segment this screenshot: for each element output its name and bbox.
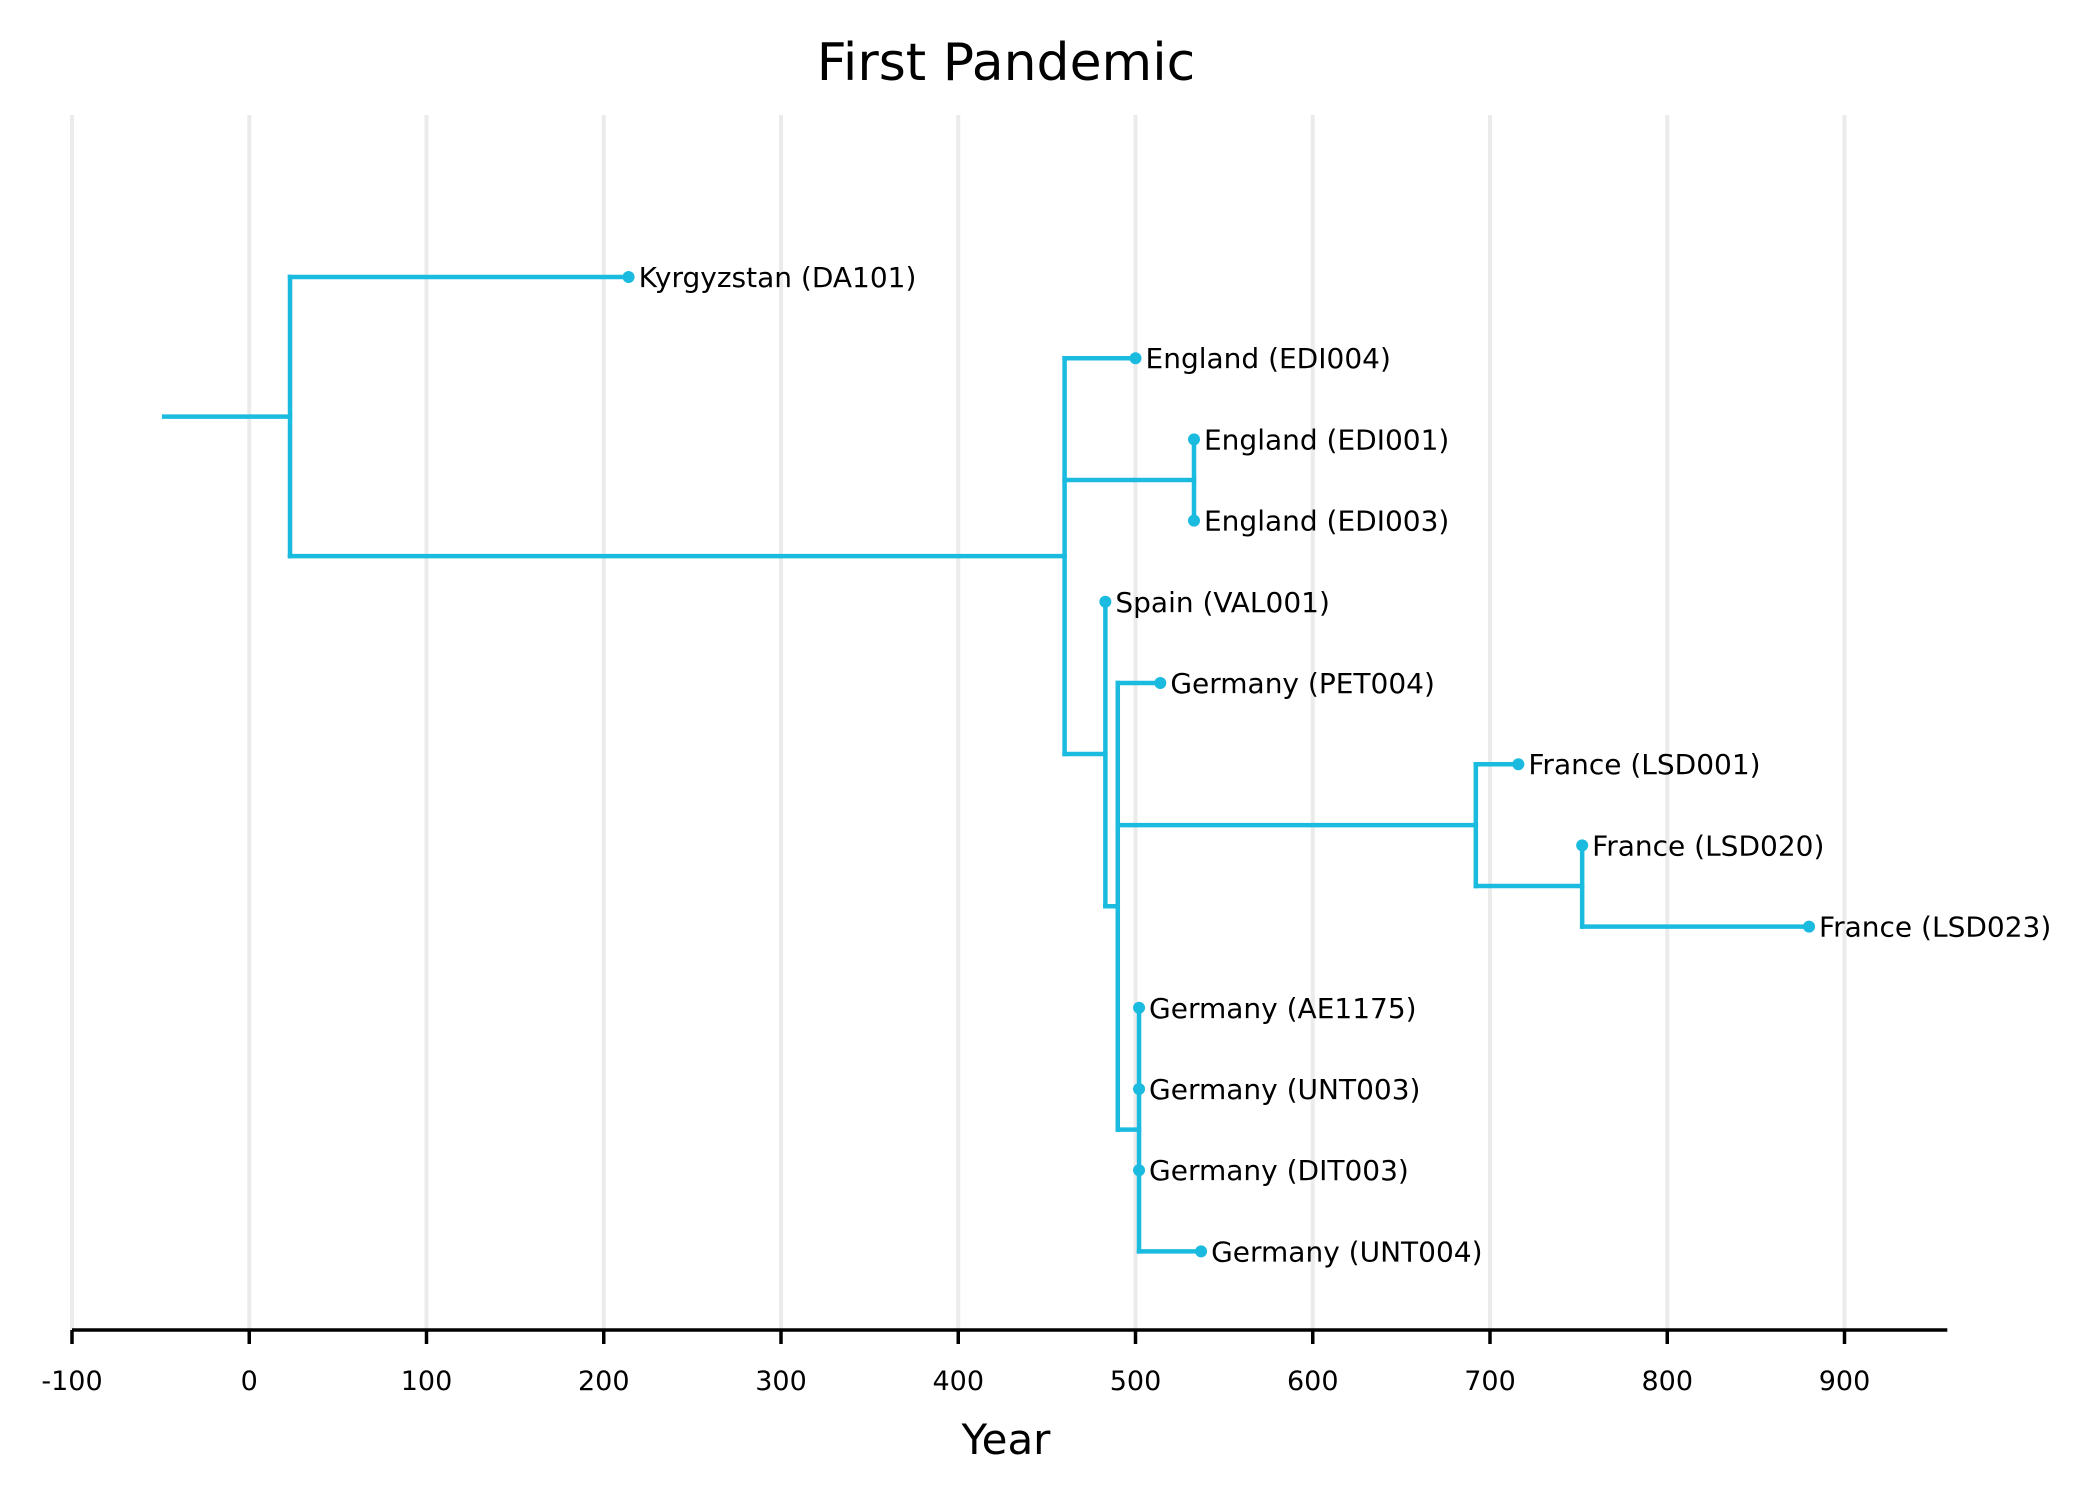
leaf-point (1154, 677, 1167, 689)
leaf-point (1512, 758, 1525, 771)
leaf-point (1195, 1245, 1208, 1258)
leaf-label: England (EDI004) (1146, 342, 1391, 375)
leaf-point (1803, 920, 1816, 933)
x-tick-label: 300 (755, 1366, 807, 1397)
x-axis-label: Year (961, 1415, 1052, 1464)
leaf-point (1187, 514, 1200, 527)
leaf-point (1133, 1164, 1146, 1177)
x-tick-label: 400 (932, 1366, 984, 1397)
grid (70, 115, 1847, 1330)
leaf-point (1187, 433, 1200, 446)
x-tick-label: 800 (1641, 1366, 1693, 1397)
x-tick-label: 700 (1464, 1366, 1516, 1397)
x-tick-label: 0 (241, 1366, 258, 1397)
leaf-point (1576, 839, 1589, 852)
x-tick-label: 100 (401, 1366, 453, 1397)
x-tick-label: -100 (41, 1366, 102, 1397)
leaf-label: Kyrgyzstan (DA101) (639, 261, 917, 294)
leaf-label: Germany (UNT004) (1211, 1235, 1482, 1268)
leaf-label: France (LSD001) (1528, 748, 1760, 781)
leaf-point (1133, 1083, 1146, 1095)
leaf-label: England (EDI003) (1204, 505, 1449, 538)
chart-title: First Pandemic (817, 33, 1196, 93)
leaf-label: Germany (AE1175) (1149, 992, 1417, 1025)
x-tick-label: 600 (1287, 1366, 1339, 1397)
leaf-label: Germany (UNT003) (1149, 1073, 1420, 1106)
leaf-label: Germany (DIT003) (1149, 1154, 1409, 1187)
x-tick-label: 500 (1110, 1366, 1162, 1397)
leaf-point (1099, 595, 1112, 608)
leaf-label: England (EDI001) (1204, 423, 1449, 456)
leaf-point (622, 271, 635, 283)
leaves: Kyrgyzstan (DA101) England (EDI004) Englan… (622, 261, 2051, 1268)
leaf-label: Germany (PET004) (1170, 667, 1435, 700)
leaf-label: France (LSD023) (1819, 911, 2051, 944)
leaf-label: France (LSD020) (1592, 829, 1824, 862)
x-axis: -100 0 100 200 300 400 500 600 700 800 900 (41, 1328, 1948, 1397)
leaf-point (1133, 1001, 1146, 1014)
leaf-point (1129, 352, 1142, 365)
branches (161, 274, 1812, 1254)
x-tick-label: 900 (1819, 1366, 1871, 1397)
leaf-label: Spain (VAL001) (1115, 586, 1330, 619)
x-tick-label: 200 (578, 1366, 630, 1397)
